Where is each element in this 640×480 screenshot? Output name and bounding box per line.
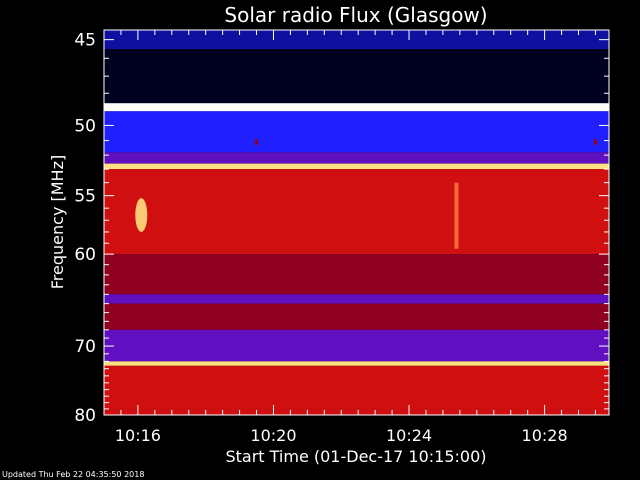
y-tick-label-1: 50	[74, 116, 96, 136]
chart-title: Solar radio Flux (Glasgow)	[224, 3, 487, 27]
y-tick-label-4: 70	[74, 337, 96, 357]
frequency-band-1	[104, 49, 609, 104]
x-tick-label-3: 10:28	[522, 426, 568, 445]
y-tick-label-0: 45	[74, 31, 96, 51]
interference-dot-3	[593, 139, 597, 146]
y-tick-label-2: 55	[74, 187, 96, 207]
frequency-band-8	[104, 294, 609, 304]
y-tick-label-3: 60	[74, 245, 96, 265]
x-tick-label-2: 10:24	[386, 426, 432, 445]
frequency-band-7	[104, 254, 609, 295]
radio-burst-0	[135, 198, 148, 232]
frequency-band-4	[104, 152, 609, 164]
frequency-band-3	[104, 111, 609, 153]
vertical-streak-1	[454, 182, 459, 249]
plot-frame	[103, 29, 610, 416]
frequency-band-0	[104, 30, 609, 50]
interference-dot-2	[255, 139, 259, 146]
frequency-band-12	[104, 365, 609, 415]
updated-timestamp: Updated Thu Feb 22 04:35:50 2018	[2, 470, 145, 479]
frequency-band-9	[104, 303, 609, 330]
x-tick-label-0: 10:16	[115, 426, 161, 445]
y-axis-label: Frequency [MHz]	[48, 155, 67, 289]
frequency-band-10	[104, 329, 609, 362]
x-axis-label: Start Time (01-Dec-17 10:15:00)	[225, 447, 486, 466]
y-tick-label-5: 80	[74, 406, 96, 426]
x-tick-label-1: 10:20	[250, 426, 296, 445]
frequency-band-6	[104, 169, 609, 255]
plot-area	[104, 30, 609, 415]
frequency-band-2	[104, 103, 609, 112]
frequency-band-11	[104, 361, 609, 366]
frequency-band-5	[104, 163, 609, 170]
axes: 45 50 55 60 70 80 10:16 10:20 10:24 10:28	[74, 29, 610, 445]
